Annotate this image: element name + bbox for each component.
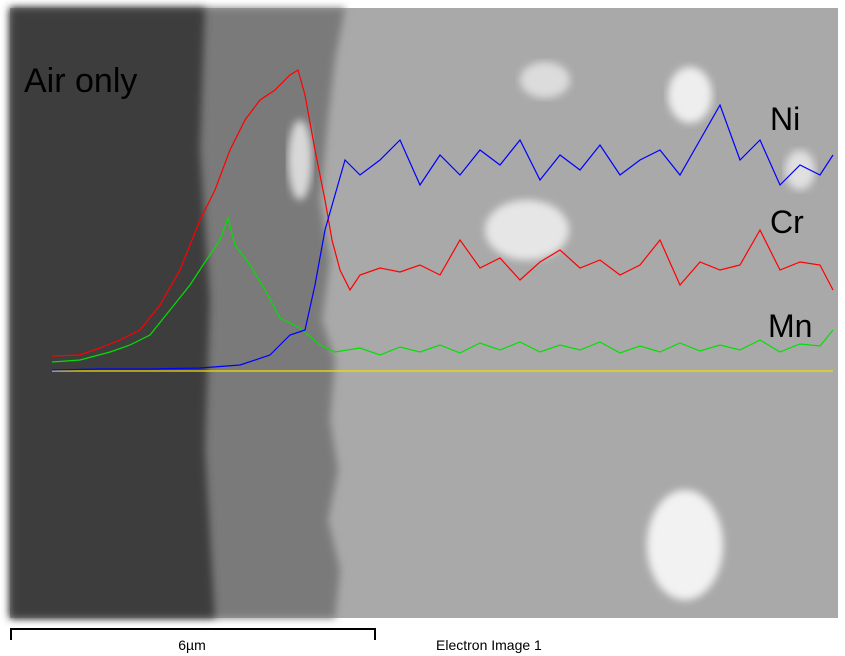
mn-profile <box>51 215 834 363</box>
scale-label: 6µm <box>178 637 206 653</box>
ni-profile <box>51 103 834 371</box>
micrograph <box>10 8 838 618</box>
element-label: Mn <box>768 308 812 344</box>
caption: Electron Image 1 <box>436 637 542 653</box>
scale-bar <box>10 628 376 640</box>
image-label: Air only <box>24 62 137 100</box>
cr-profile <box>51 69 834 357</box>
line-profiles <box>51 69 834 372</box>
element-label: Ni <box>770 101 800 137</box>
element-label: Cr <box>770 204 804 240</box>
